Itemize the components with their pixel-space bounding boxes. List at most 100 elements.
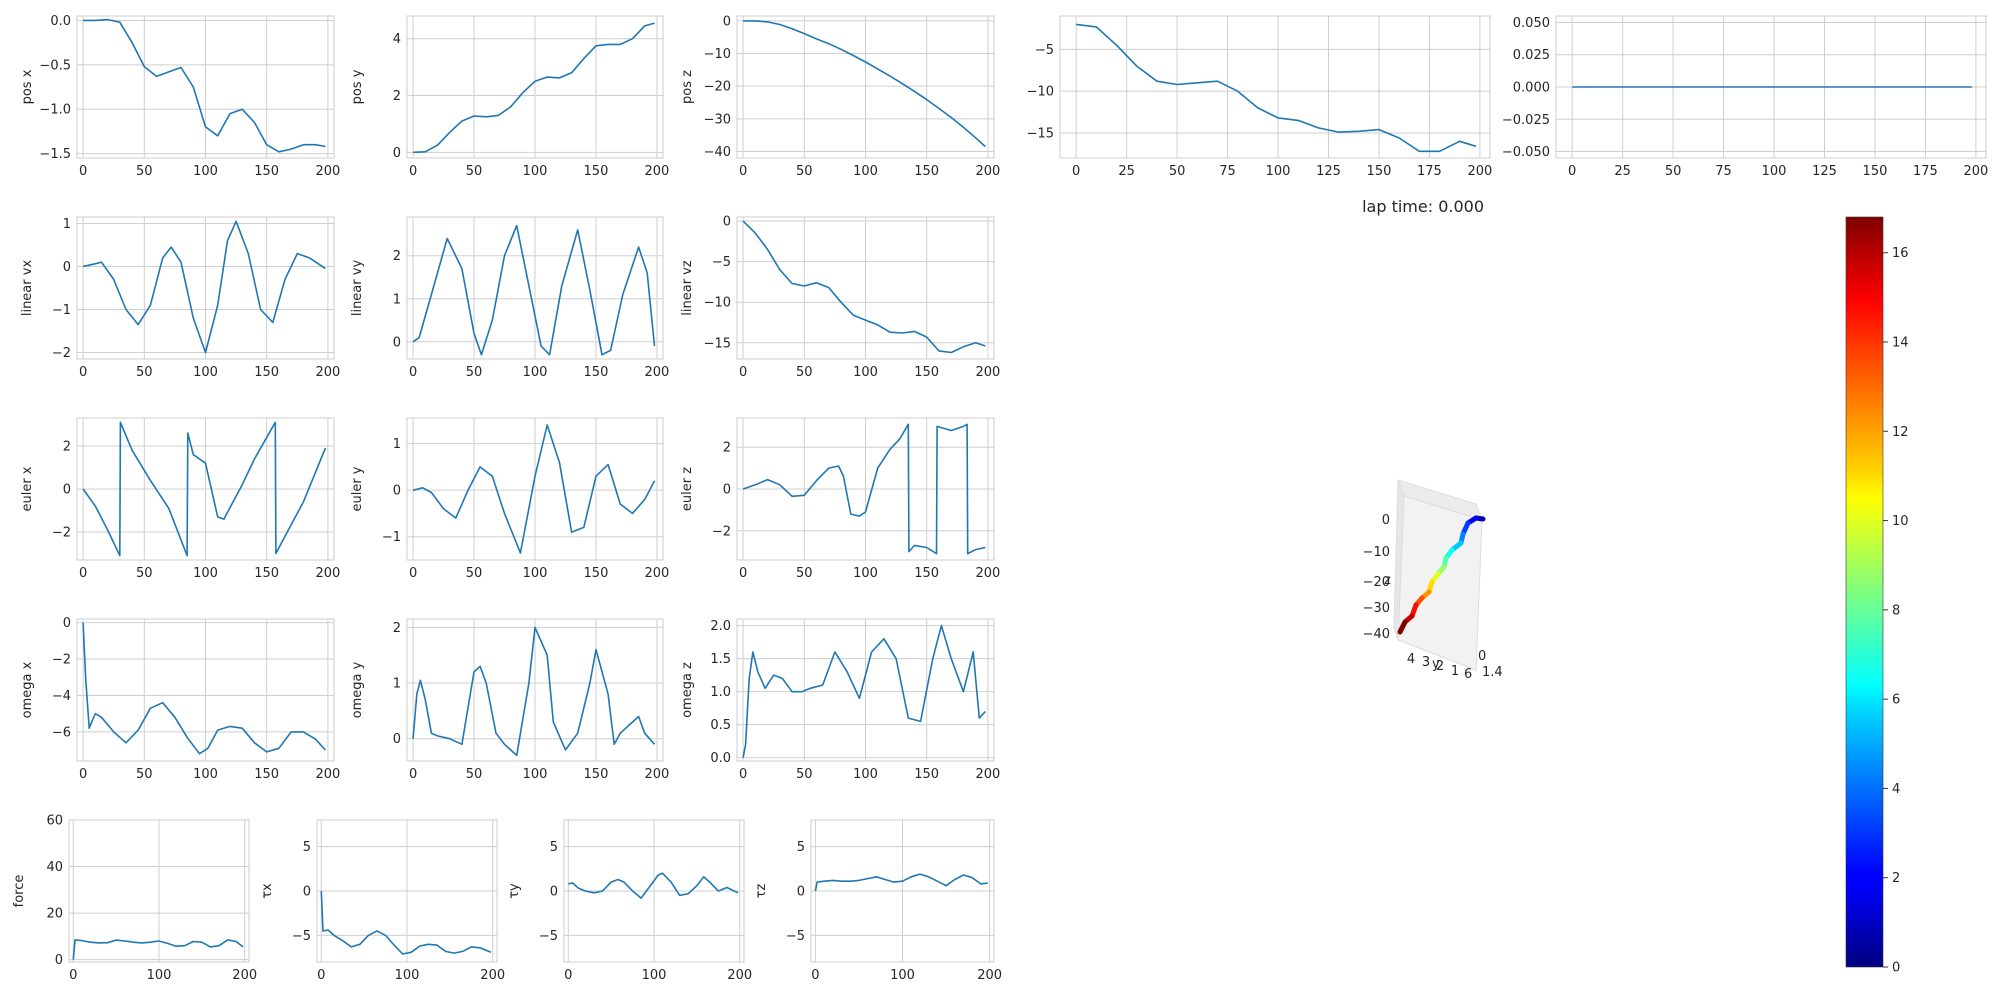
x-tick-label: 0 — [1072, 164, 1080, 179]
x-tick-label: 50 — [466, 365, 483, 380]
y-axis-label: linear vx — [20, 260, 35, 317]
y-tick-label: −5 — [786, 929, 805, 944]
series-line — [82, 622, 326, 755]
y-tick-label: −1 — [382, 530, 401, 545]
y-axis-label: pos y — [350, 69, 365, 104]
x-tick-label: 100 — [523, 767, 548, 782]
y-tick-label: 0 — [723, 215, 731, 230]
y-tick-label: −1.0 — [39, 103, 71, 118]
x-tick-label: 150 — [1863, 164, 1888, 179]
subplot-pos-y: 0 50 100 150 200 0 2 4 pos y — [350, 15, 669, 179]
x-tick-label: 0 — [409, 365, 417, 380]
y-tick-label: 0 — [723, 483, 731, 498]
series-line — [413, 22, 655, 154]
colorbar-tick-label: 14 — [1892, 336, 1909, 351]
x-tick-label: 0 — [1568, 164, 1576, 179]
x-tick-label: 150 — [584, 164, 609, 179]
x-tick-label: 200 — [1963, 164, 1988, 179]
x-tick-label: 0 — [739, 566, 747, 581]
x-tick-label: 0 — [739, 767, 747, 782]
plot-area — [1060, 16, 1490, 158]
x-tick-label: 200 — [975, 566, 1000, 581]
y-tick-label: −1 — [52, 303, 71, 318]
series-line — [82, 421, 327, 557]
x-tick-label: 0 — [79, 365, 87, 380]
x-tick-label: 25 — [1118, 164, 1135, 179]
y-axis-label: τz — [754, 884, 769, 899]
x-tick-label: 50 — [796, 365, 813, 380]
x-tick-label: 200 — [644, 164, 669, 179]
y-tick-label: 40 — [46, 860, 63, 875]
y-tick-label: 0 — [550, 885, 558, 900]
x-tick-label: 200 — [644, 365, 669, 380]
x-tick-label: 0 — [317, 968, 325, 983]
x-tick-label: 0 — [69, 968, 77, 983]
x-tick-label: 175 — [1913, 164, 1938, 179]
y-tick-label: −5 — [292, 929, 311, 944]
series-line — [742, 220, 986, 354]
x-tick-label: 100 — [853, 164, 878, 179]
plot-frame — [316, 819, 498, 963]
x-tick-label: 125 — [1812, 164, 1837, 179]
y-axis-label: linear vy — [350, 260, 365, 317]
y-tick-label: 0 — [55, 953, 63, 968]
series-line — [72, 939, 244, 960]
y-tick-label: −0.025 — [1502, 113, 1550, 128]
y-tick-label: 1.0 — [710, 685, 731, 700]
x-tick-label: 100 — [523, 365, 548, 380]
y-axis-label: omega z — [680, 662, 695, 718]
x-tick-label: 100 — [853, 566, 878, 581]
y-tick-label: −15 — [704, 336, 731, 351]
x-tick-label: 100 — [1266, 164, 1291, 179]
colorbar-tick-label: 12 — [1892, 425, 1909, 440]
series-line — [742, 624, 986, 758]
x-tick-label: 50 — [1169, 164, 1186, 179]
y-tick-label: 5 — [550, 840, 558, 855]
plot-frame — [1555, 15, 1987, 159]
y-tick-label: −0.050 — [1502, 145, 1550, 160]
plot-frame — [406, 417, 664, 561]
x-tick-label: 200 — [232, 968, 257, 983]
axis3d-x-tick-label: 6 — [1464, 667, 1472, 682]
y-axis-label: force — [12, 875, 27, 908]
series-line — [412, 626, 656, 757]
plot-frame — [736, 618, 995, 762]
y-axis-label: pos x — [20, 69, 35, 104]
y-tick-label: 2 — [63, 439, 71, 454]
x-tick-label: 200 — [975, 365, 1000, 380]
series-line — [1076, 23, 1477, 153]
y-tick-label: 0 — [63, 616, 71, 631]
subplot-pos-z: 0 50 100 150 200 0 −10 −20 −30 −40 pos z — [680, 14, 1000, 179]
x-tick-label: 175 — [1417, 164, 1442, 179]
x-tick-label: 75 — [1715, 164, 1732, 179]
y-tick-label: 20 — [46, 907, 63, 922]
plot-frame — [736, 216, 995, 360]
y-tick-label: 0 — [393, 146, 401, 161]
y-tick-label: 0.000 — [1513, 81, 1550, 96]
y-tick-label: 0.5 — [710, 718, 731, 733]
y-tick-label: 0.025 — [1513, 48, 1550, 63]
axis3d-y-tick-label: 1 — [1451, 664, 1459, 679]
axis3d-z-label: z — [1384, 573, 1391, 588]
x-tick-label: 200 — [644, 767, 669, 782]
x-tick-label: 100 — [853, 365, 878, 380]
y-axis-label: euler z — [680, 467, 695, 511]
axis3d-z-tick-label: −30 — [1363, 601, 1390, 616]
x-tick-label: 200 — [975, 164, 1000, 179]
plot-frame — [76, 618, 335, 762]
x-tick-label: 125 — [1316, 164, 1341, 179]
x-tick-label: 150 — [1367, 164, 1392, 179]
axis3d-x-ticks: 06 1.4 — [1464, 649, 1503, 682]
plot-frame — [76, 15, 335, 159]
x-tick-label: 50 — [796, 767, 813, 782]
y-tick-label: 0 — [393, 335, 401, 350]
x-tick-label: 100 — [853, 767, 878, 782]
x-tick-label: 150 — [914, 365, 939, 380]
y-tick-label: 5 — [303, 840, 311, 855]
plot-frame — [406, 216, 664, 360]
x-tick-label: 150 — [584, 365, 609, 380]
